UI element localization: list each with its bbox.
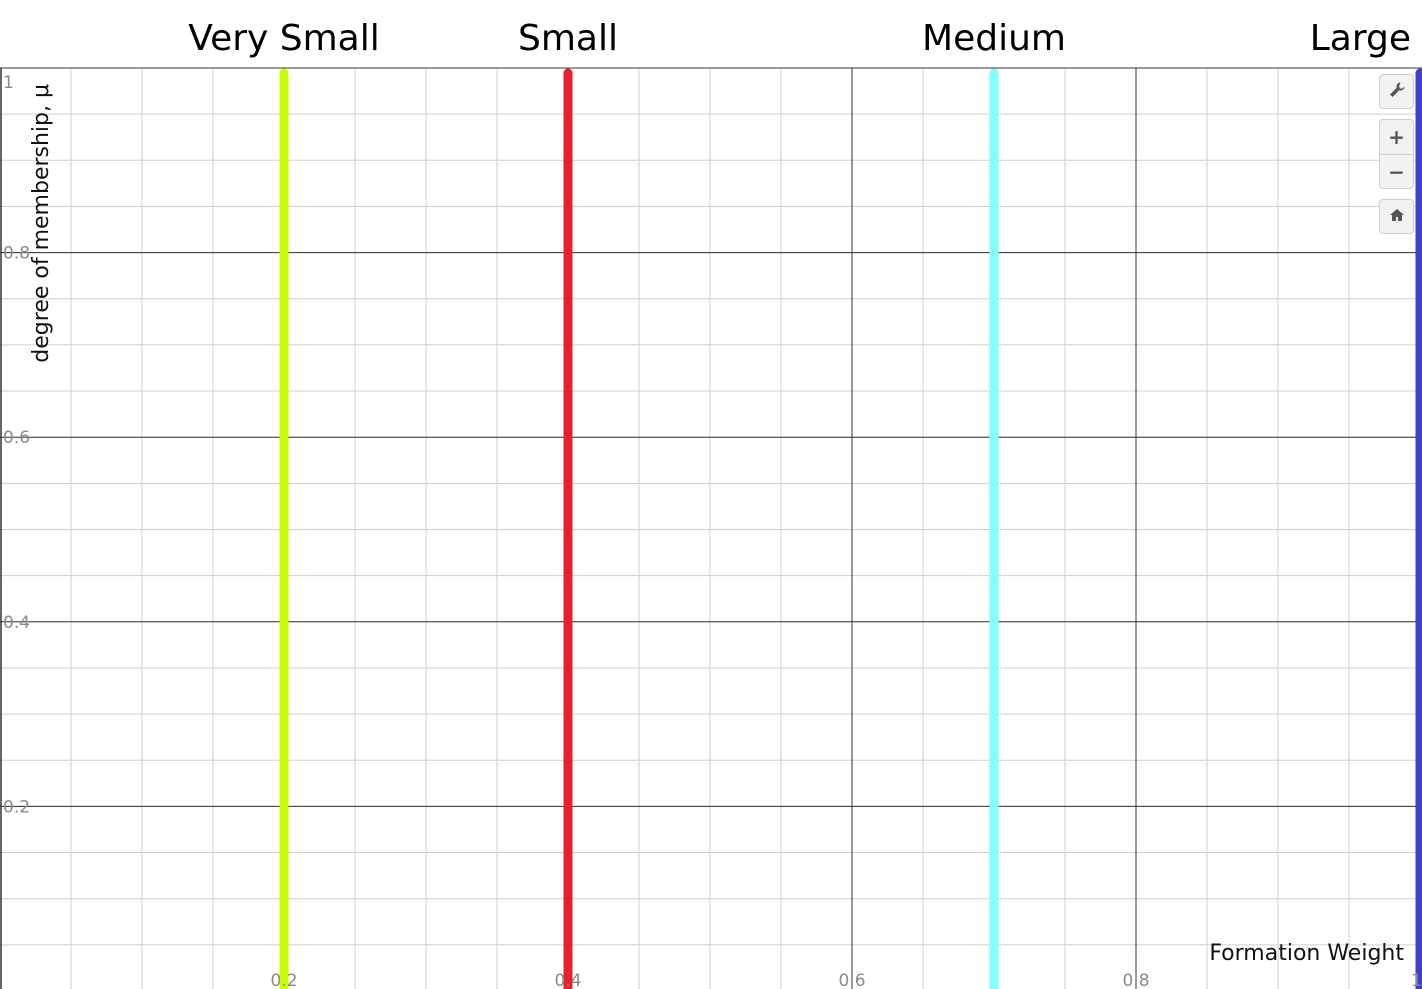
series-labels: Very Small Small Medium Large [188, 18, 1411, 59]
series-label: Medium [922, 18, 1066, 59]
settings-button[interactable] [1379, 74, 1414, 109]
series-label: Small [518, 18, 618, 59]
x-tick-label: 0.8 [1122, 971, 1149, 989]
minus-icon: − [1388, 159, 1405, 184]
x-axis-label: Formation Weight [1209, 941, 1404, 966]
y-axis-label: degree of membership, μ [29, 84, 54, 363]
x-tick-label: 1 [1411, 971, 1422, 989]
tick-labels: 0.2 0.4 0.6 0.8 1 0.2 0.4 0.6 0.8 1 [3, 73, 1422, 989]
home-button[interactable] [1379, 199, 1414, 234]
zoom-out-button[interactable]: − [1379, 154, 1414, 189]
y-tick-label: 0.4 [3, 613, 30, 633]
home-icon [1389, 207, 1405, 227]
y-tick-label: 1 [3, 73, 14, 93]
x-tick-label: 0.4 [554, 971, 581, 989]
graph-toolbar: + − [1379, 74, 1415, 234]
wrench-icon [1388, 81, 1406, 103]
zoom-in-button[interactable]: + [1379, 119, 1414, 154]
y-tick-label: 0.2 [3, 797, 30, 817]
y-tick-label: 0.8 [3, 244, 30, 264]
x-tick-label: 0.6 [838, 971, 865, 989]
series-label: Large [1310, 18, 1411, 59]
series-lines [279, 68, 1422, 989]
y-tick-label: 0.6 [3, 428, 30, 448]
x-tick-label: 0.2 [270, 971, 297, 989]
plus-icon: + [1388, 125, 1405, 149]
grid [0, 67, 1422, 989]
series-label: Very Small [188, 18, 380, 59]
